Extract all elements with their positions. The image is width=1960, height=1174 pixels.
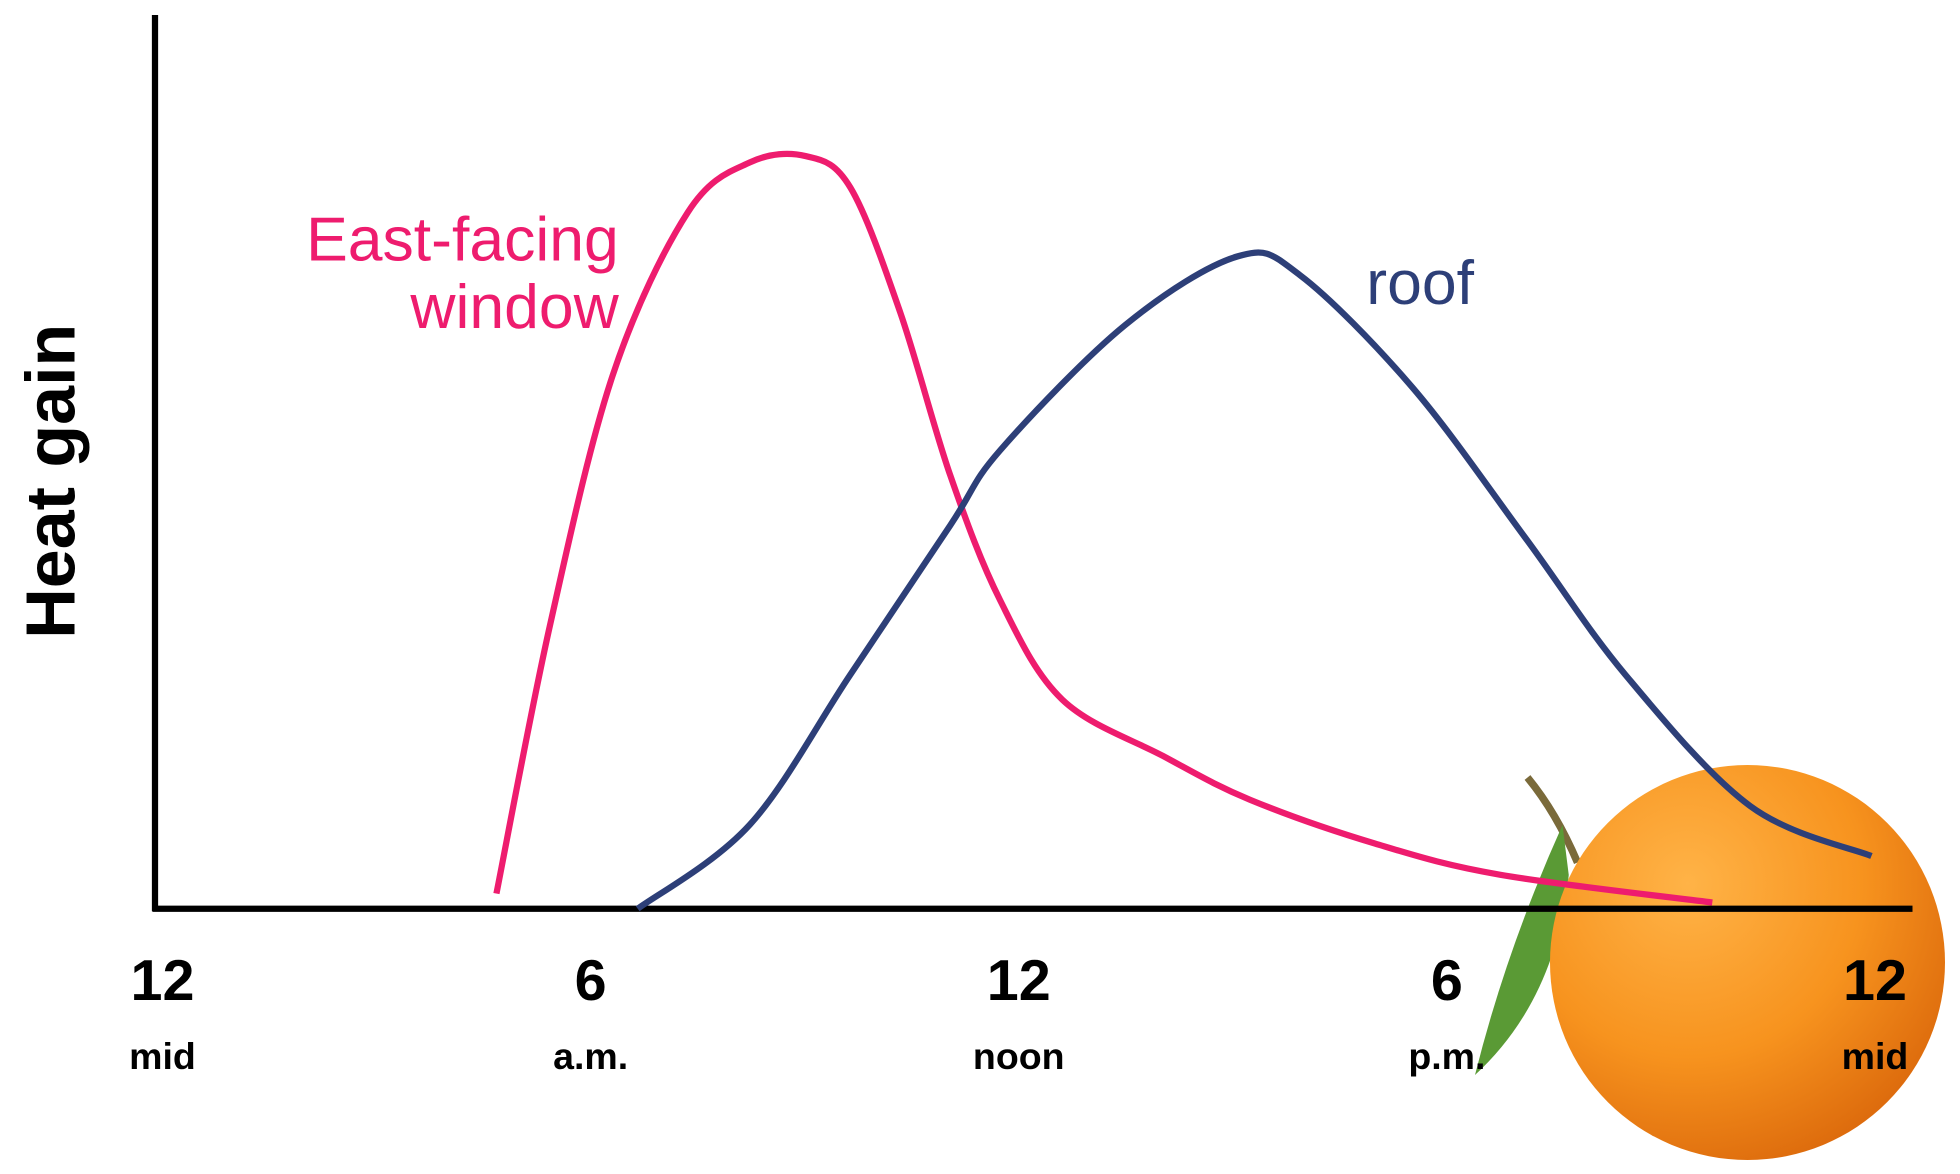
x-tick-label: 12 xyxy=(1843,949,1907,1013)
chart: Heat gain 12 mid 6 a.m. 12 noon 6 p.m. 12 mid East… xyxy=(0,0,1960,1174)
x-tick-sublabel: a.m. xyxy=(553,1035,628,1077)
x-tick-label: 6 xyxy=(1431,949,1463,1013)
annotation: East-facing xyxy=(306,204,619,274)
x-tick-sublabel: noon xyxy=(973,1035,1065,1077)
x-tick-label: 12 xyxy=(131,949,195,1013)
y-axis-label: Heat gain xyxy=(12,324,90,639)
x-tick-sublabel: mid xyxy=(129,1035,196,1077)
x-tick-label: 6 xyxy=(575,949,607,1013)
x-tick-sublabel: p.m. xyxy=(1408,1035,1485,1077)
x-tick-sublabel: mid xyxy=(1842,1035,1909,1077)
x-tick-label: 12 xyxy=(987,949,1051,1013)
annotation: roof xyxy=(1366,248,1474,318)
series-line xyxy=(496,154,1712,903)
annotation: window xyxy=(409,272,619,342)
page: {"chart_data": { "type": "line", "ylabel… xyxy=(0,0,1960,1174)
